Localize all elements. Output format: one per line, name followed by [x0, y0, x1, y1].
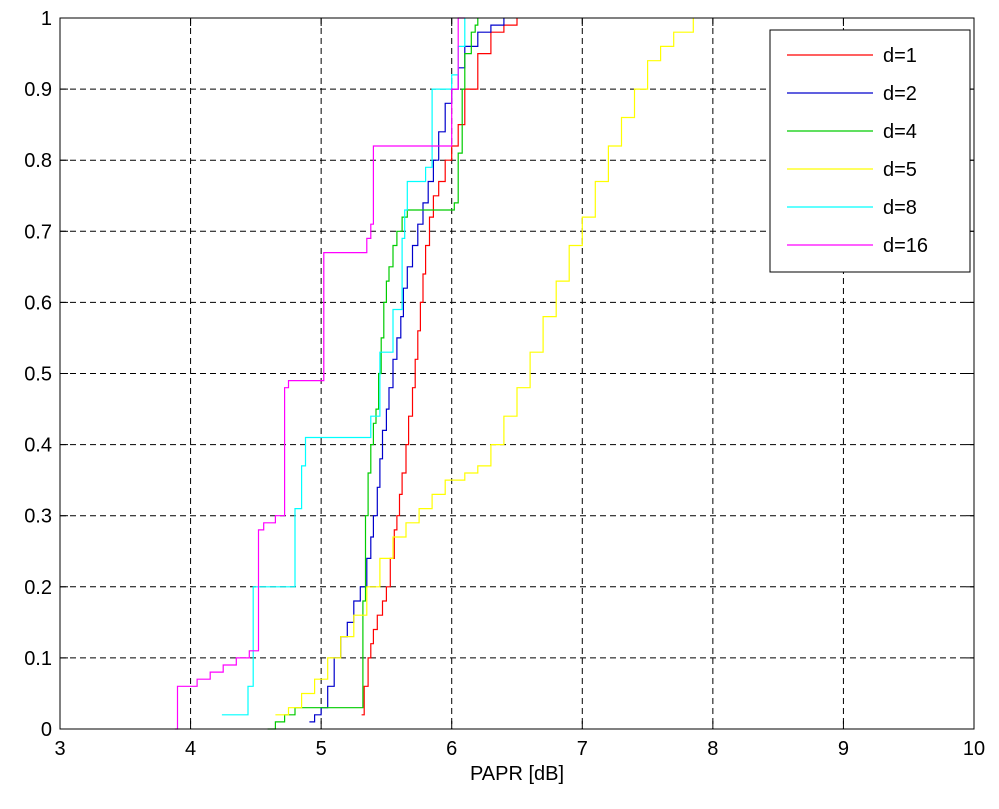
- legend-label-d=16: d=16: [883, 235, 928, 257]
- y-tick-label: 0.7: [24, 221, 52, 243]
- series-line-d=8: [221, 18, 466, 716]
- legend-label-d=5: d=5: [883, 159, 917, 181]
- y-tick-label: 0.4: [24, 435, 52, 457]
- legend-label-d=8: d=8: [883, 197, 917, 219]
- y-tick-label: 0.2: [24, 577, 52, 599]
- y-tick-label: 0.5: [24, 364, 52, 386]
- y-tick-label: 0.9: [24, 79, 52, 101]
- ticks: [59, 17, 975, 730]
- series-layer: [174, 17, 694, 730]
- x-tick-label: 6: [446, 738, 457, 760]
- series-line-d=1: [361, 18, 518, 716]
- series-line-d=5: [275, 18, 694, 716]
- x-tick-label: 7: [577, 738, 588, 760]
- x-tick-label: 10: [963, 738, 985, 760]
- y-tick-label: 0.1: [24, 648, 52, 670]
- series-line-d=2: [309, 18, 505, 723]
- x-tick-label: 3: [54, 738, 65, 760]
- y-tick-label: 1: [41, 8, 52, 30]
- x-tick-label: 9: [838, 738, 849, 760]
- y-tick-label: 0.3: [24, 506, 52, 528]
- x-axis-label: PAPR [dB]: [470, 763, 564, 785]
- legend-label-d=1: d=1: [883, 45, 917, 67]
- legend-box: [769, 29, 971, 273]
- x-tick-label: 5: [316, 738, 327, 760]
- y-tick-label: 0.8: [24, 150, 52, 172]
- x-tick-label: 8: [707, 738, 718, 760]
- series-line-d=16: [174, 17, 465, 730]
- y-tick-label: 0.6: [24, 292, 52, 314]
- series-line-d=4: [267, 18, 479, 730]
- legend-label-d=2: d=2: [883, 83, 917, 105]
- x-tick-label: 4: [185, 738, 196, 760]
- legend: d=1 d=2 d=4 d=5 d=8 d=16: [769, 29, 971, 273]
- y-tick-label: 0: [41, 719, 52, 741]
- tick-labels: 3 4 5 6 7 8 9 10 0 0.1 0.2 0.3 0.4 0.5 0.6 0.7 0.8 0.9 1: [24, 8, 985, 760]
- legend-label-d=4: d=4: [883, 121, 917, 143]
